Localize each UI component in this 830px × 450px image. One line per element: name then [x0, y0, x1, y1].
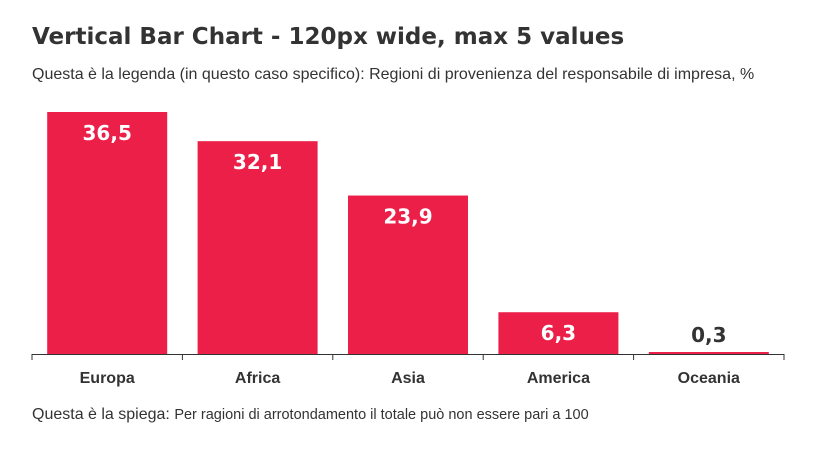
bar-africa	[197, 141, 318, 354]
category-label-europa: Europa	[80, 370, 135, 387]
chart-title: Vertical Bar Chart - 120px wide, max 5 v…	[32, 24, 625, 50]
footnote: Questa è la spiega: Per ragioni di arrot…	[32, 406, 589, 424]
category-label-america: America	[527, 370, 590, 387]
category-label-africa: Africa	[235, 370, 280, 387]
chart-subtitle: Questa è la legenda (in questo caso spec…	[32, 66, 755, 83]
bars-group: 36,5 32,1 23,9 6,3 0,3	[47, 112, 769, 354]
bar-europa	[47, 112, 168, 354]
bar-value-label-asia: 23,9	[383, 205, 432, 229]
bar-value-label-america: 6,3	[541, 321, 576, 345]
footnote-text: Per ragioni di arrotondamento il totale …	[174, 407, 589, 423]
bar-value-label-europa: 36,5	[83, 121, 132, 145]
x-axis: Europa Africa Asia America Oceania	[31, 354, 785, 387]
category-label-asia: Asia	[391, 370, 425, 387]
category-label-oceania: Oceania	[678, 370, 740, 387]
footnote-prefix: Questa è la spiega:	[32, 406, 175, 423]
bar-value-label-africa: 32,1	[233, 150, 282, 174]
bar-america	[498, 312, 619, 354]
bar-asia	[348, 195, 468, 354]
bar-oceania	[648, 352, 769, 354]
bar-value-label-oceania: 0,3	[691, 323, 726, 347]
